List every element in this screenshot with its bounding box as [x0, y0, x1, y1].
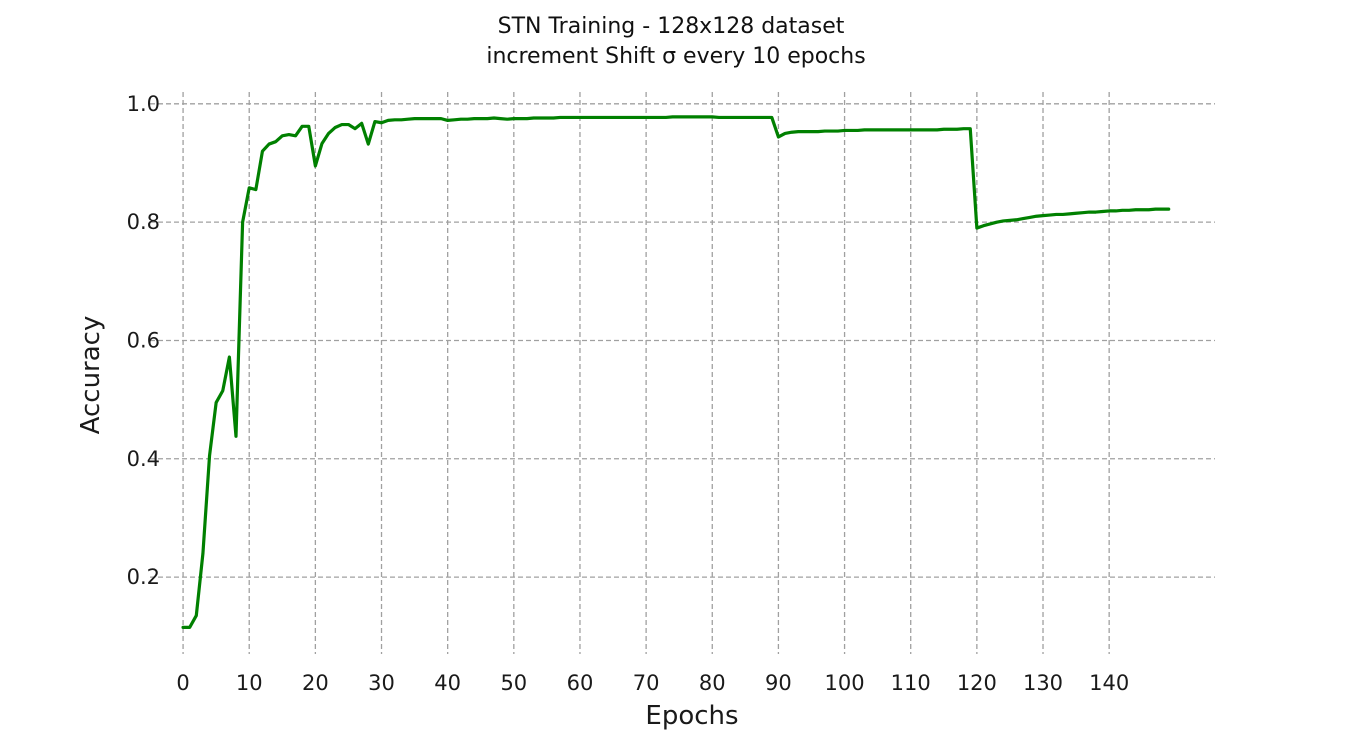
x-axis-label: Epochs	[645, 701, 738, 731]
x-tick-label: 10	[236, 671, 263, 695]
grid-lines	[150, 92, 1215, 654]
y-tick-label: 0.8	[127, 210, 160, 234]
chart-subtitle: increment Shift σ every 10 epochs	[486, 44, 865, 69]
x-tick-label: 90	[765, 671, 792, 695]
y-tick-label: 0.2	[127, 565, 160, 589]
x-tick-label: 20	[302, 671, 329, 695]
x-tick-label: 50	[500, 671, 527, 695]
y-tick-label: 1.0	[127, 92, 160, 116]
x-tick-label: 110	[891, 671, 931, 695]
x-tick-labels: 0 10 20 30 40 50 60 70 80 90 100 110 120 130 140	[176, 671, 1129, 695]
chart-title: STN Training - 128x128 dataset	[498, 14, 845, 39]
series-layer	[181, 115, 1171, 629]
y-tick-label: 0.6	[127, 328, 160, 352]
x-tick-label: 130	[1023, 671, 1063, 695]
x-tick-label: 80	[699, 671, 726, 695]
x-tick-label: 30	[368, 671, 395, 695]
x-tick-label: 60	[567, 671, 594, 695]
x-tick-label: 70	[633, 671, 660, 695]
accuracy-series-line	[181, 115, 1171, 629]
x-tick-label: 100	[825, 671, 865, 695]
x-tick-label: 40	[434, 671, 461, 695]
x-tick-label: 140	[1089, 671, 1129, 695]
y-tick-labels: 0.2 0.4 0.6 0.8 1.0	[127, 92, 160, 589]
x-tick-label: 0	[176, 671, 189, 695]
y-axis-label: Accuracy	[76, 316, 106, 435]
y-tick-label: 0.4	[127, 447, 160, 471]
x-tick-label: 120	[957, 671, 997, 695]
